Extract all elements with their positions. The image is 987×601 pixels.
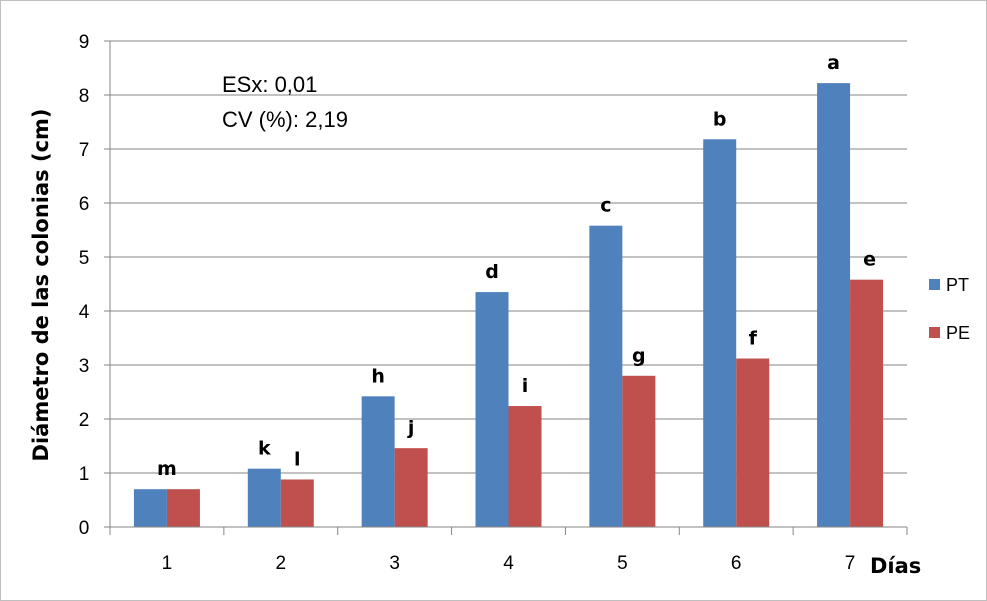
x-tick-label: 4 — [503, 553, 514, 574]
bar-letter-label: m — [157, 458, 177, 480]
bar-letter-label: e — [863, 249, 876, 271]
y-tick-label: 9 — [79, 32, 90, 53]
bar-letter-label: i — [522, 375, 529, 397]
y-tick-label: 8 — [79, 86, 90, 107]
y-tick-label: 3 — [79, 356, 90, 377]
bar-pt — [133, 489, 167, 527]
x-tick-label: 2 — [275, 553, 286, 574]
bar-pt — [703, 139, 737, 527]
gridlines — [110, 40, 907, 474]
bar-letter-label: a — [827, 52, 840, 74]
bar-letter-labels: m k h d c b a l j i g f e — [157, 52, 876, 480]
annotation-cv: CV (%): 2,19 — [222, 107, 348, 132]
y-tick-label: 6 — [79, 194, 90, 215]
bar-pe — [508, 406, 542, 527]
bar-letter-label: k — [258, 438, 271, 460]
x-tick-label: 5 — [617, 553, 628, 574]
bar-letter-label: h — [371, 365, 385, 387]
legend-swatch-pe — [929, 327, 940, 338]
y-tick-label: 4 — [79, 302, 90, 323]
x-axis-title: Días — [870, 554, 921, 578]
y-tick-label: 5 — [79, 248, 90, 269]
bar-letter-label: b — [713, 108, 727, 130]
y-tick-labels: 0 1 2 3 4 5 6 7 8 9 — [79, 32, 90, 539]
bar-letter-label: f — [749, 328, 758, 350]
legend-swatch-pt — [929, 279, 940, 290]
legend-label-pe: PE — [946, 323, 970, 343]
legend: PT PE — [929, 275, 970, 343]
x-tick-label: 7 — [845, 553, 856, 574]
y-tick-label: 0 — [79, 518, 90, 539]
y-tick-label: 1 — [79, 464, 90, 485]
axes — [104, 40, 908, 535]
bar-pe — [736, 358, 770, 527]
x-tick-label: 3 — [389, 553, 400, 574]
bar-pt — [817, 83, 851, 528]
y-axis-title: Diámetro de las colonias (cm) — [29, 109, 53, 462]
bar-pt — [247, 468, 281, 527]
bar-pe — [166, 489, 200, 527]
bar-pe — [850, 279, 884, 527]
bar-letter-label: g — [632, 345, 646, 367]
bar-pt — [589, 225, 623, 527]
bar-pt — [361, 396, 395, 527]
bar-pe — [280, 479, 314, 527]
bar-pe — [622, 375, 656, 527]
x-tick-label: 6 — [731, 553, 742, 574]
annotation-esx: ESx: 0,01 — [222, 72, 317, 97]
x-tick-labels: 1 2 3 4 5 6 7 — [162, 553, 856, 574]
legend-label-pt: PT — [946, 275, 969, 295]
bar-pt — [475, 292, 509, 527]
bar-pe — [394, 448, 428, 527]
bar-letter-label: d — [485, 261, 499, 283]
x-tick-label: 1 — [162, 553, 173, 574]
y-tick-label: 2 — [79, 410, 90, 431]
bar-letter-label: j — [407, 417, 415, 439]
bars — [133, 83, 884, 528]
bar-letter-label: l — [294, 448, 301, 470]
bar-letter-label: c — [600, 195, 611, 217]
y-tick-label: 7 — [79, 140, 90, 161]
